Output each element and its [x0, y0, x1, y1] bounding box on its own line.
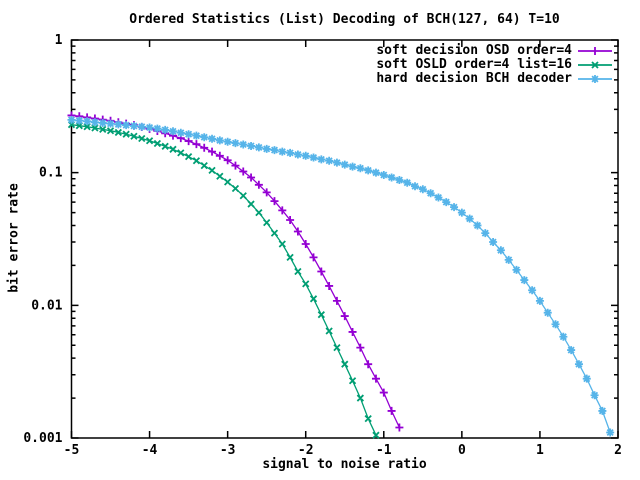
- cross-marker-icon: [578, 61, 612, 69]
- x-tick-label: -1: [376, 443, 392, 458]
- legend-label-osd: soft decision OSD order=4: [376, 43, 572, 58]
- legend-sample-line-asterisk-icon: [578, 75, 612, 83]
- y-tick-label: 0.1: [39, 166, 63, 181]
- y-tick-label: 0.001: [23, 431, 62, 446]
- legend-sample-line-plus-icon: [578, 47, 612, 55]
- legend-row-bch: hard decision BCH decoder: [376, 72, 612, 86]
- legend-row-osld: soft OSLD order=4 list=16: [376, 58, 612, 72]
- plus-marker-icon: [578, 47, 612, 55]
- legend-row-osd: soft decision OSD order=4: [376, 44, 612, 58]
- x-tick-label: 0: [458, 443, 466, 458]
- x-axis-label: signal to noise ratio: [262, 457, 427, 472]
- legend-sample-line-cross-icon: [578, 61, 612, 69]
- legend-label-osld: soft OSLD order=4 list=16: [376, 57, 572, 72]
- x-tick-label: -4: [142, 443, 158, 458]
- axis-ticks: [70, 39, 619, 439]
- series-line-2: [71, 119, 611, 433]
- plot-border: [70, 39, 619, 439]
- x-tick-label: 2: [614, 443, 622, 458]
- series-markers-0: [67, 111, 404, 432]
- series-markers-2: [67, 115, 615, 437]
- x-tick-label: -3: [220, 443, 236, 458]
- x-tick-label: 1: [536, 443, 544, 458]
- y-tick-label: 1: [55, 33, 63, 48]
- series-line-1: [71, 124, 377, 436]
- legend-label-bch: hard decision BCH decoder: [376, 71, 572, 86]
- legend: soft decision OSD order=4 soft OSLD orde…: [376, 44, 612, 86]
- x-tick-label: -5: [64, 443, 80, 458]
- series-markers-1: [67, 121, 380, 439]
- x-tick-label: -2: [298, 443, 314, 458]
- asterisk-marker-icon: [578, 75, 612, 83]
- chart-title: Ordered Statistics (List) Decoding of BC…: [129, 12, 560, 27]
- y-tick-label: 0.01: [31, 298, 62, 313]
